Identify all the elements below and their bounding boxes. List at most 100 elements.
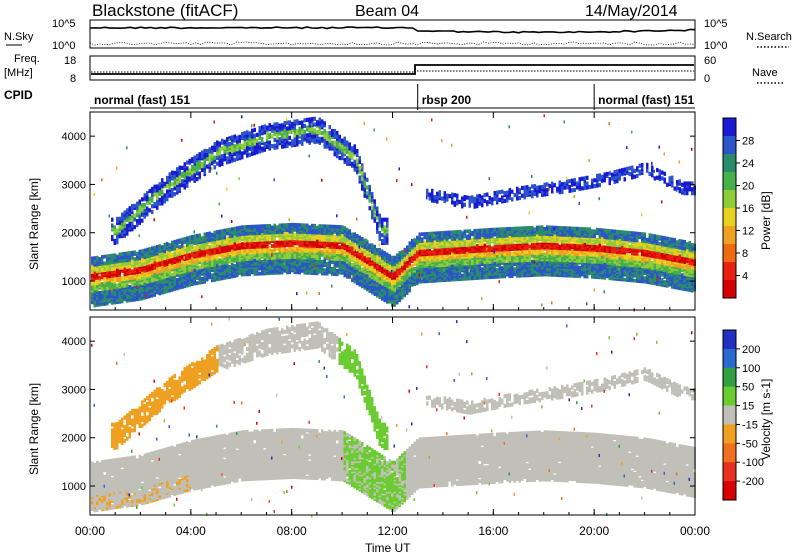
heatmap-cell: [318, 269, 321, 274]
heatmap-cell: [368, 243, 371, 248]
freq-panel-frame: [89, 55, 696, 81]
heatmap-cell: [473, 232, 476, 237]
heatmap-cell: [356, 260, 359, 265]
heatmap-cell: [151, 209, 154, 215]
heatmap-cell: [153, 192, 156, 197]
heatmap-speck: [311, 123, 313, 127]
heatmap-cell: [151, 246, 154, 251]
heatmap-cell: [398, 276, 401, 281]
heatmap-cell: [153, 245, 156, 250]
heatmap-speck: [296, 292, 298, 296]
heatmap-cell: [361, 186, 364, 191]
heatmap-cell: [261, 268, 264, 273]
heatmap-cell: [166, 195, 169, 200]
heatmap-cell: [236, 258, 239, 263]
heatmap-cell: [208, 153, 211, 158]
heatmap-cell: [343, 136, 346, 141]
heatmap-cell: [158, 283, 161, 287]
heatmap-cell: [451, 252, 454, 257]
beam-title: Beam 04: [355, 3, 419, 20]
heatmap-cell: [183, 185, 186, 190]
heatmap-cell: [183, 265, 186, 270]
heatmap-speck: [126, 146, 128, 150]
heatmap-cell: [231, 135, 234, 140]
heatmap-cell: [158, 182, 161, 187]
heatmap-cell: [143, 282, 146, 287]
heatmap-cell: [311, 223, 314, 228]
heatmap-cell: [321, 249, 324, 254]
heatmap-cell: [198, 159, 201, 165]
heatmap-cell: [336, 268, 339, 273]
heatmap-cell: [156, 266, 159, 271]
heatmap-cell: [161, 257, 164, 261]
heatmap-cell: [346, 246, 349, 251]
heatmap-cell: [158, 266, 161, 270]
heatmap-cell: [196, 176, 199, 182]
heatmap-cell: [273, 223, 276, 228]
heatmap-cell: [338, 155, 341, 161]
heatmap-cell: [233, 252, 236, 256]
heatmap-speck: [273, 178, 275, 182]
heatmap-cell: [353, 279, 356, 284]
heatmap-cell: [276, 230, 279, 235]
heatmap-cell: [228, 234, 231, 239]
heatmap-cell: [203, 274, 206, 279]
heatmap-cell: [403, 261, 406, 266]
heatmap-cell: [361, 163, 364, 168]
heatmap-speck: [118, 291, 120, 295]
heatmap-cell: [166, 260, 169, 265]
cpid-panel: CPID normal (fast) 151 rbsp 200 normal (fa…: [4, 84, 695, 110]
heatmap-cell: [183, 162, 186, 167]
heatmap-cell: [238, 138, 241, 143]
heatmap-cell: [471, 199, 474, 204]
freq-right-tick-top: 60: [704, 55, 716, 67]
heatmap-cell: [386, 233, 389, 238]
heatmap-cell: [368, 190, 371, 195]
heatmap-cell: [316, 225, 319, 230]
heatmap-cell: [466, 273, 469, 278]
heatmap-cell: [286, 132, 289, 137]
heatmap-cell: [433, 195, 436, 200]
heatmap-cell: [348, 142, 351, 147]
heatmap-cell: [363, 187, 366, 193]
heatmap-cell: [206, 164, 209, 169]
heatmap-cell: [153, 257, 156, 262]
heatmap-cell: [141, 276, 144, 281]
heatmap-cell: [303, 258, 306, 263]
heatmap-cell: [223, 139, 226, 144]
heatmap-cell: [288, 250, 291, 254]
heatmap-speck: [308, 154, 310, 158]
heatmap-cell: [306, 262, 309, 267]
heatmap-cell: [131, 221, 134, 226]
heatmap-cell: [266, 144, 269, 150]
heatmap-cell: [348, 246, 351, 250]
heatmap-cell: [273, 269, 276, 274]
heatmap-cell: [396, 253, 399, 258]
cpid-segment-label: normal (fast) 151: [598, 93, 694, 107]
heatmap-cell: [323, 227, 326, 232]
heatmap-cell: [353, 232, 356, 237]
heatmap-cell: [208, 272, 211, 276]
heatmap-cell: [308, 243, 311, 248]
heatmap-cell: [376, 254, 379, 259]
heatmap-speck: [366, 238, 368, 242]
heatmap-cell: [313, 254, 316, 259]
heatmap-cell: [193, 174, 196, 179]
heatmap-cell: [101, 282, 104, 286]
heatmap-cell: [196, 167, 199, 172]
heatmap-cell: [441, 231, 444, 235]
heatmap-cell: [321, 130, 324, 136]
heatmap-cell: [426, 231, 429, 236]
heatmap-cell: [468, 234, 471, 239]
heatmap-cell: [98, 275, 101, 280]
heatmap-speck: [421, 277, 423, 281]
heatmap-cell: [351, 161, 354, 166]
heatmap-cell: [176, 281, 179, 286]
heatmap-cell: [383, 236, 386, 242]
heatmap-cell: [473, 228, 476, 233]
heatmap-cell: [358, 175, 361, 180]
heatmap-cell: [376, 206, 379, 211]
heatmap-cell: [426, 242, 429, 246]
heatmap-cell: [411, 257, 414, 262]
heatmap-cell: [343, 232, 346, 237]
